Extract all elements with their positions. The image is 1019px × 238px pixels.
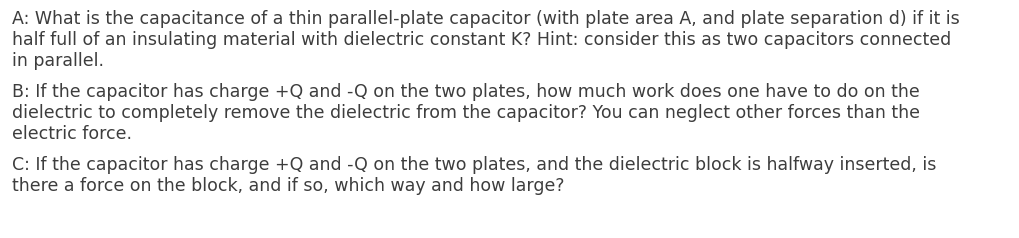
- Text: there a force on the block, and if so, which way and how large?: there a force on the block, and if so, w…: [12, 177, 565, 195]
- Text: in parallel.: in parallel.: [12, 52, 104, 70]
- Text: dielectric to completely remove the dielectric from the capacitor? You can negle: dielectric to completely remove the diel…: [12, 104, 920, 122]
- Text: half full of an insulating material with dielectric constant K? Hint: consider t: half full of an insulating material with…: [12, 31, 952, 49]
- Text: B: If the capacitor has charge +Q and -Q on the two plates, how much work does o: B: If the capacitor has charge +Q and -Q…: [12, 83, 920, 101]
- Text: electric force.: electric force.: [12, 125, 132, 143]
- Text: A: What is the capacitance of a thin parallel-plate capacitor (with plate area A: A: What is the capacitance of a thin par…: [12, 10, 960, 28]
- Text: C: If the capacitor has charge +Q and -Q on the two plates, and the dielectric b: C: If the capacitor has charge +Q and -Q…: [12, 156, 936, 174]
